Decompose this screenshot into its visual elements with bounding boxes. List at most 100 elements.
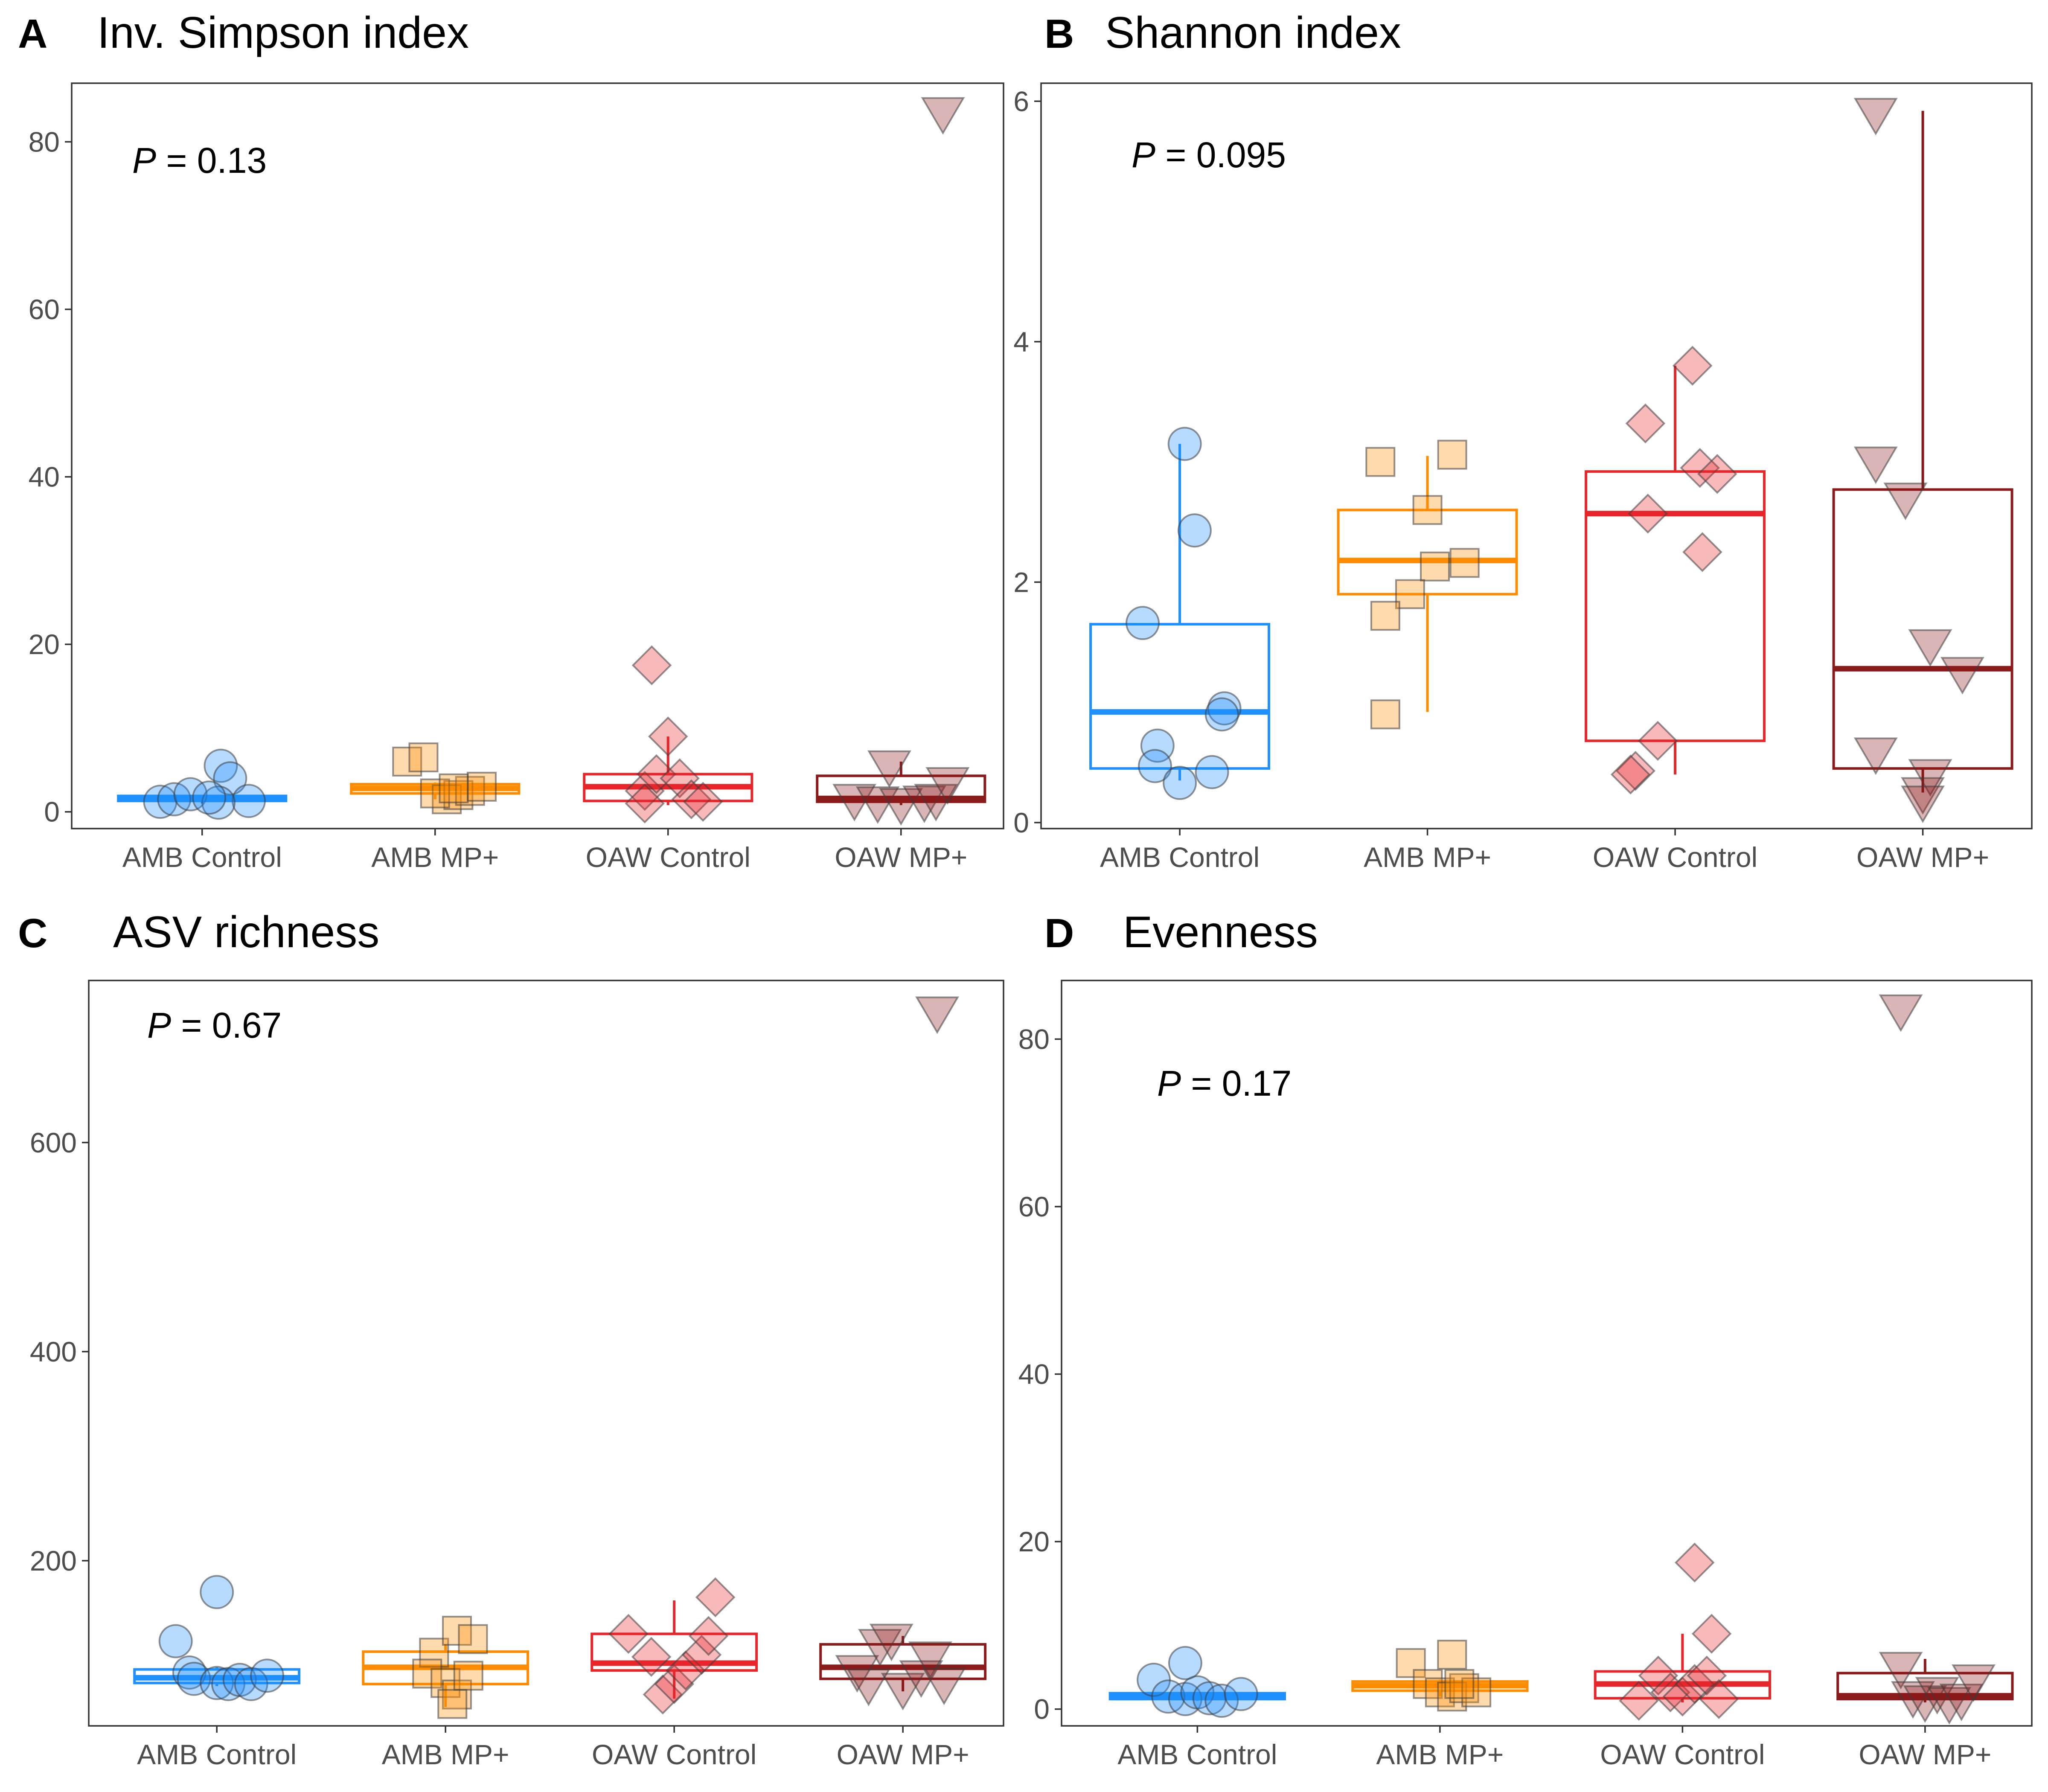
- x-tick-label: AMB Control: [137, 1739, 297, 1770]
- y-tick-label: 20: [29, 628, 60, 660]
- data-point: [1939, 1684, 1984, 1722]
- data-point: [1444, 1669, 1475, 1699]
- data-point: [1940, 657, 1984, 695]
- data-point: [437, 1689, 468, 1719]
- data-point: [1650, 1672, 1690, 1713]
- data-point: [1638, 1655, 1679, 1696]
- data-point: [1204, 697, 1239, 732]
- x-tick-label: AMB Control: [1100, 841, 1260, 873]
- plot-frame: [1040, 82, 2033, 829]
- data-point: [688, 1616, 729, 1656]
- p-value-annotation: P = 0.13: [132, 140, 267, 180]
- box: [1585, 470, 1766, 742]
- data-point: [1879, 994, 1923, 1032]
- plot-frame: [88, 980, 1004, 1727]
- p-value-annotation: P = 0.095: [1132, 135, 1286, 175]
- data-point: [643, 1674, 683, 1715]
- plot-frame: [1061, 980, 2033, 1727]
- p-value-text: = 0.17: [1181, 1063, 1292, 1103]
- data-point: [1461, 1677, 1492, 1708]
- data-point: [695, 1577, 736, 1617]
- y-tick-label: 4: [1013, 326, 1029, 358]
- data-point: [231, 784, 266, 818]
- p-value-symbol: P: [147, 1005, 171, 1045]
- p-value-text: = 0.67: [171, 1005, 282, 1045]
- data-point: [625, 783, 665, 823]
- data-point: [408, 742, 439, 773]
- data-point: [1662, 1676, 1703, 1717]
- data-point: [835, 1655, 879, 1693]
- data-point: [1396, 1648, 1426, 1678]
- box: [816, 774, 986, 803]
- x-tick-label: OAW MP+: [1856, 841, 1989, 873]
- data-point: [1370, 601, 1400, 631]
- y-tick-label: 20: [1018, 1526, 1050, 1557]
- data-point: [648, 716, 688, 756]
- data-point: [458, 1624, 488, 1654]
- data-point: [1207, 691, 1242, 726]
- data-point: [908, 1641, 952, 1679]
- x-tick-label: AMB MP+: [371, 841, 499, 873]
- panel-letter: B: [1044, 11, 1074, 57]
- data-point: [442, 1616, 472, 1646]
- box: [1089, 623, 1271, 770]
- x-tick-label: AMB MP+: [1376, 1739, 1504, 1770]
- panel-d: D Evenness 0 20 40 60 80 AMB Control AMB MP+ OA…: [1018, 908, 2033, 1770]
- data-point: [1619, 1681, 1659, 1721]
- y-tick-label: 40: [29, 461, 60, 493]
- data-point: [1628, 493, 1668, 534]
- data-point: [1126, 606, 1160, 640]
- y-tick-label: 2: [1013, 566, 1029, 598]
- data-point: [858, 1629, 902, 1667]
- p-value-symbol: P: [132, 140, 156, 180]
- data-point: [1195, 755, 1229, 789]
- data-point: [200, 1575, 234, 1609]
- data-point: [1168, 1646, 1202, 1680]
- x-tick-label: OAW MP+: [837, 1739, 969, 1770]
- y-tick-label: 0: [1034, 1693, 1050, 1725]
- y-tick-label: 0: [44, 796, 60, 828]
- data-point: [902, 785, 946, 823]
- data-point: [1610, 754, 1651, 795]
- data-point: [921, 97, 965, 135]
- data-point: [631, 1637, 672, 1677]
- data-point: [1412, 495, 1443, 525]
- data-point: [412, 1658, 442, 1689]
- data-point: [1163, 765, 1197, 800]
- data-point: [1682, 532, 1722, 572]
- data-point: [177, 1661, 211, 1696]
- data-point: [192, 780, 227, 815]
- data-point: [1138, 749, 1172, 783]
- data-point: [867, 750, 911, 788]
- plot-frame: [71, 82, 1004, 829]
- y-tick-label: 80: [29, 126, 60, 157]
- data-point: [1674, 1542, 1715, 1583]
- p-value-annotation: P = 0.17: [1157, 1063, 1292, 1103]
- y-tick-label: 40: [1018, 1359, 1050, 1390]
- data-point: [925, 767, 970, 805]
- data-point: [847, 1668, 891, 1706]
- data-point: [1927, 1687, 1972, 1725]
- data-point: [1901, 785, 1945, 823]
- x-tick-label: OAW MP+: [1859, 1739, 1991, 1770]
- panel-letter: A: [18, 11, 47, 57]
- data-point: [625, 771, 665, 811]
- box: [819, 1643, 987, 1680]
- p-value-text: = 0.13: [156, 140, 267, 180]
- y-tick-label: 80: [1018, 1023, 1050, 1055]
- panel-c: C ASV richness 200 400 600 AMB Control AMB M…: [18, 908, 1004, 1770]
- y-tick-label: 400: [30, 1336, 77, 1367]
- data-point: [1638, 721, 1678, 761]
- y-tick-label: 0: [1013, 807, 1029, 838]
- panel-title: Evenness: [1123, 908, 1318, 957]
- data-point: [1697, 454, 1737, 494]
- data-point: [666, 1650, 706, 1690]
- x-tick-label: AMB Control: [1117, 1739, 1277, 1770]
- y-tick-label: 60: [29, 294, 60, 325]
- data-point: [1908, 629, 1952, 667]
- x-tick-label: OAW Control: [592, 1739, 756, 1770]
- data-point: [1204, 1684, 1239, 1718]
- x-tick-label: OAW MP+: [835, 841, 967, 873]
- data-point: [1687, 1655, 1727, 1696]
- panel-letter: C: [18, 911, 47, 956]
